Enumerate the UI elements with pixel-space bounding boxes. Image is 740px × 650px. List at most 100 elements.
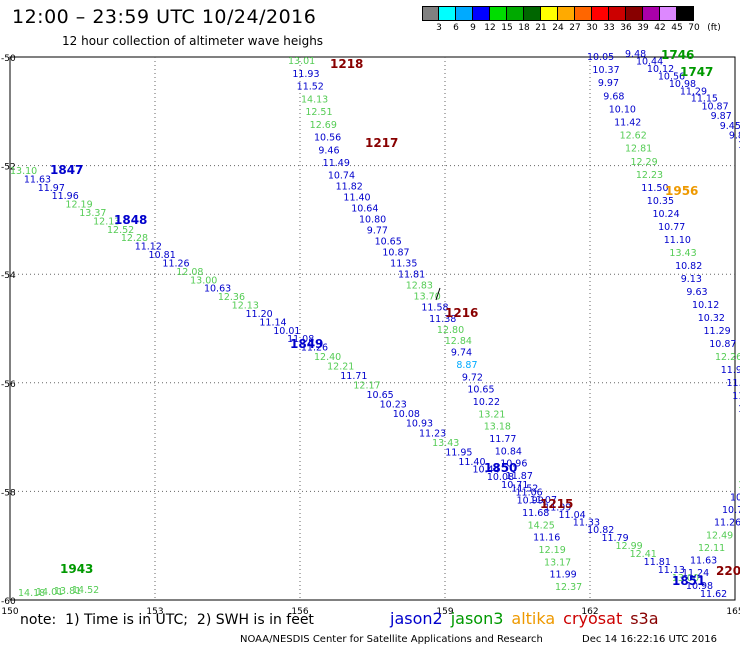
swh-value: 10.01 <box>273 326 300 337</box>
swh-value: 11.93 <box>292 69 319 80</box>
swh-value: 10.23 <box>380 400 407 411</box>
swh-value: 12.23 <box>636 170 663 181</box>
timestamp: Dec 14 16:22:16 UTC 2016 <box>582 634 717 645</box>
swh-value: 13.21 <box>478 409 505 420</box>
swh-value: 9.48 <box>625 49 646 60</box>
swh-value: 11.77 <box>727 378 740 389</box>
page-subtitle: 12 hour collection of altimeter wave hei… <box>62 34 324 48</box>
legend-label: 15 <box>501 23 513 33</box>
legend-label: 18 <box>518 23 530 33</box>
swh-value: 11.81 <box>398 270 425 281</box>
swh-value: 10.44 <box>636 56 663 67</box>
swh-value: 10.08 <box>393 409 420 420</box>
swh-value: 11.49 <box>323 158 350 169</box>
lon-tick-label: 159 <box>436 607 453 617</box>
swh-value: 12.37 <box>555 582 582 593</box>
swh-value: 9.8 <box>729 130 740 141</box>
legend-swatches <box>422 6 694 21</box>
legend-swatch <box>575 6 592 21</box>
swh-value: 12.28 <box>121 233 148 244</box>
swh-value: 12.83 <box>406 281 433 292</box>
swh-value: 11 <box>738 404 740 415</box>
lat-tick-label: -54 <box>1 271 16 281</box>
swh-value: 12.40 <box>314 352 341 363</box>
legend-label: 36 <box>620 23 632 33</box>
footer-note: note: 1) Time is in UTC; 2) SWH is in fe… <box>20 612 314 628</box>
swh-value: 12.41 <box>630 549 657 560</box>
swh-value: 10.93 <box>406 419 433 430</box>
legend-swatch <box>643 6 660 21</box>
swh-value: 11.26 <box>714 518 740 529</box>
swh-value: 12.08 <box>176 267 203 278</box>
swh-value: 11.07 <box>530 495 557 506</box>
swh-value: 10.74 <box>328 171 355 182</box>
swh-value: 12.99 <box>616 541 643 552</box>
swh-value: 13.43 <box>669 248 696 259</box>
swh-value: 9.63 <box>686 287 707 298</box>
swh-value: 10.84 <box>495 446 522 457</box>
lat-tick-label: -56 <box>1 380 16 390</box>
legend-swatch <box>558 6 575 21</box>
lon-tick-label: 165 <box>726 607 740 617</box>
credit-line: NOAA/NESDIS Center for Satellite Applica… <box>240 634 543 645</box>
swh-value: 12.17 <box>353 381 380 392</box>
swh-value: 11.68 <box>522 508 549 519</box>
legend-swatch <box>541 6 558 21</box>
swh-value: 10.44 <box>473 465 500 476</box>
swh-value: 12.51 <box>305 107 332 118</box>
legend-label: 3 <box>436 23 442 33</box>
swh-value: 11.97 <box>38 183 65 194</box>
swh-value: 11.71 <box>340 371 367 382</box>
pass-time-label: 1217 <box>365 136 398 150</box>
swh-value: 9.46 <box>318 145 339 156</box>
swh-value: 11.33 <box>573 518 600 529</box>
swh-value: 10.87 <box>701 102 728 113</box>
legend-label: 6 <box>453 23 459 33</box>
swh-value: 11.99 <box>550 570 577 581</box>
swh-value: 10.10 <box>609 104 636 115</box>
swh-value: 11.63 <box>690 555 717 566</box>
swh-value: 11.10 <box>664 235 691 246</box>
lat-tick-label: -52 <box>1 163 16 173</box>
pass-time-label: 1956 <box>665 184 698 198</box>
swh-value: 10.87 <box>709 339 736 350</box>
swh-value: 10.37 <box>592 65 619 76</box>
swh-value: 10.04 <box>730 493 740 504</box>
swh-value: 9.87 <box>711 111 732 122</box>
swh-value: 11.29 <box>704 326 731 337</box>
pass-time-label: 1746 <box>661 48 694 62</box>
swh-value: 9.68 <box>603 91 624 102</box>
legend-swatch <box>422 6 439 21</box>
swh-value: 10.71 <box>501 480 528 491</box>
lat-tick-label: -58 <box>1 488 16 498</box>
swh-value: 13.00 <box>672 573 699 584</box>
swh-value: 11.08 <box>287 334 314 345</box>
swh-value: 8.87 <box>456 360 477 371</box>
swh-value: 12.13 <box>232 301 259 312</box>
pass-time-label: 1218 <box>330 57 363 71</box>
lon-tick-label: 150 <box>1 607 18 617</box>
legend-label: 45 <box>671 23 683 33</box>
swh-value: 10.32 <box>698 313 725 324</box>
swh-value: 12.69 <box>310 120 337 131</box>
legend-unit: (ft) <box>707 23 721 33</box>
swh-value: 11.06 <box>516 487 543 498</box>
swh-value: 10.08 <box>487 472 514 483</box>
swh-value: 11.62 <box>700 589 727 600</box>
swh-value: 11.92 <box>721 365 740 376</box>
swh-value: 11.29 <box>680 86 707 97</box>
swh-value: 13.70 <box>414 292 441 303</box>
swh-value: 9.77 <box>367 226 388 237</box>
swh-value: 10.77 <box>658 222 685 233</box>
swh-value: 11.40 <box>343 193 370 204</box>
legend-swatch <box>660 6 677 21</box>
swh-value: 12.52 <box>107 225 134 236</box>
swh-value: 10.56 <box>314 133 341 144</box>
legend-swatch <box>677 6 694 21</box>
pass-time-label: 1851 <box>672 574 705 588</box>
swh-value: 11.95 <box>445 447 472 458</box>
satellite-jason2: jason2 <box>390 609 443 628</box>
swh-value: 10.82 <box>675 261 702 272</box>
swh-value: 10.82 <box>587 525 614 536</box>
